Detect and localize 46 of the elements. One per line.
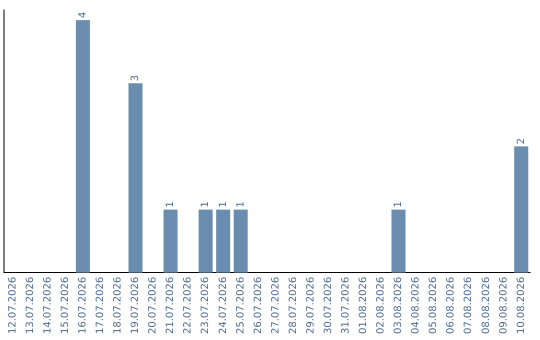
x-tick-label: 21.07.2026 — [165, 276, 176, 334]
x-tick-label: 10.08.2026 — [516, 276, 527, 334]
bar — [234, 210, 248, 273]
data-label: 1 — [218, 201, 229, 208]
x-tick-label: 24.07.2026 — [218, 276, 229, 334]
x-tick-label: 19.07.2026 — [130, 276, 142, 334]
x-tick-label: 01.08.2026 — [358, 276, 370, 334]
bar — [514, 146, 528, 273]
x-tick-label: 04.08.2026 — [410, 276, 422, 334]
x-tick-label: 02.08.2026 — [376, 276, 387, 334]
x-tick-label: 03.08.2026 — [393, 276, 404, 334]
x-tick-label: 23.07.2026 — [200, 276, 212, 334]
x-tick-label: 09.08.2026 — [498, 276, 510, 334]
data-label: 1 — [165, 201, 176, 208]
data-label: 1 — [393, 201, 404, 208]
x-tick-label: 05.08.2026 — [428, 276, 440, 334]
bar — [216, 210, 230, 273]
x-tick-label: 16.07.2026 — [77, 276, 88, 334]
x-tick-label: 28.07.2026 — [288, 276, 299, 334]
bar — [198, 210, 213, 273]
x-tick-label: 18.07.2026 — [112, 276, 124, 334]
x-tick-label: 30.07.2026 — [322, 276, 334, 334]
x-tick-label: 17.07.2026 — [95, 276, 106, 334]
data-label: 1 — [235, 201, 246, 208]
x-tick-label: 12.07.2026 — [7, 276, 18, 334]
x-tick-label: 22.07.2026 — [182, 276, 194, 334]
data-label: 1 — [200, 201, 212, 208]
data-label: 3 — [130, 74, 142, 82]
x-tick-label: 06.08.2026 — [446, 276, 457, 334]
x-tick-label: 13.07.2026 — [24, 276, 36, 334]
x-tick-label: 15.07.2026 — [60, 276, 71, 334]
bar — [164, 210, 178, 273]
x-tick-label: 31.07.2026 — [340, 276, 352, 334]
x-tick-label: 08.08.2026 — [480, 276, 492, 334]
data-label: 2 — [516, 138, 527, 144]
bar — [76, 20, 90, 273]
bar — [128, 83, 143, 273]
x-tick-label: 07.08.2026 — [463, 276, 474, 334]
x-tick-label: 26.07.2026 — [252, 276, 264, 334]
data-label: 4 — [77, 12, 88, 18]
bar — [391, 210, 406, 273]
x-tick-label: 20.07.2026 — [148, 276, 159, 334]
x-tick-label: 25.07.2026 — [235, 276, 246, 334]
x-tick-label: 29.07.2026 — [305, 276, 316, 334]
x-tick-label: 14.07.2026 — [42, 276, 54, 334]
x-tick-label: 27.07.2026 — [270, 276, 282, 334]
